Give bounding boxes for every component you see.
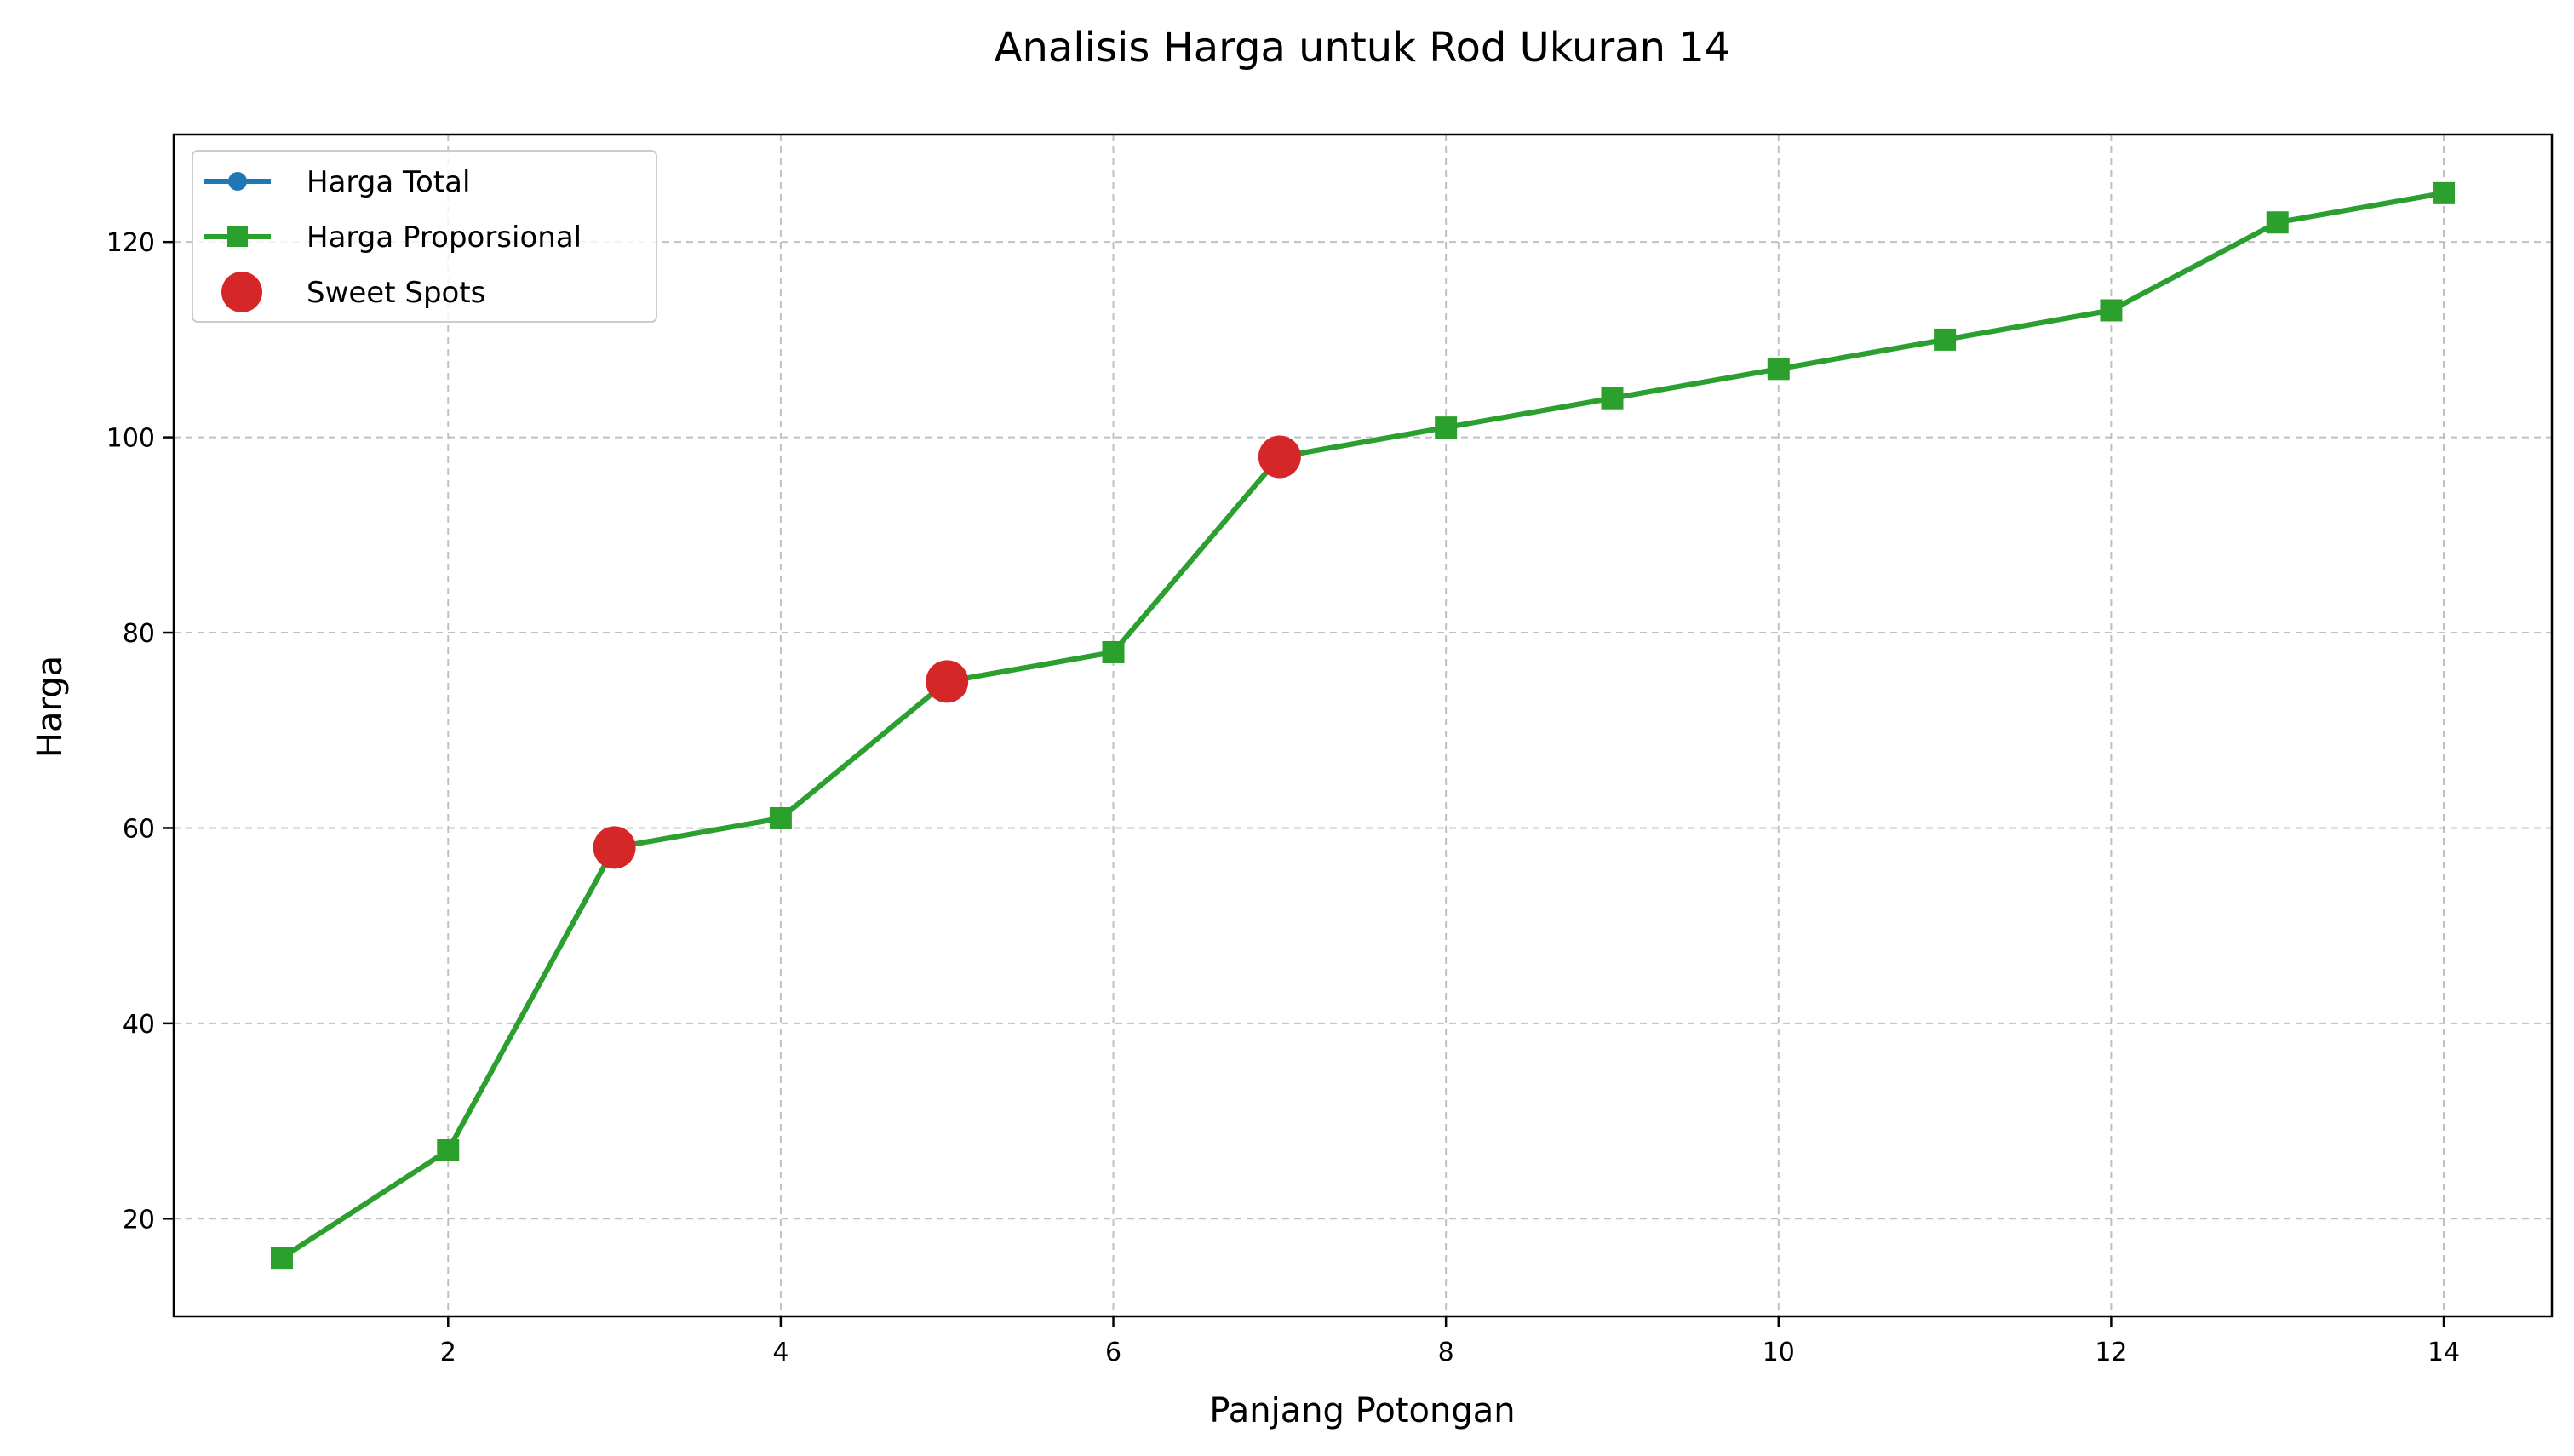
chart-title: Analisis Harga untuk Rod Ukuran 14: [995, 24, 1731, 72]
point-harga-proporsional-6: [1102, 640, 1125, 663]
x-axis-label: Panjang Potongan: [1209, 1391, 1515, 1430]
point-harga-proporsional-8: [1435, 416, 1458, 439]
x-axis-ticks: 2 4 6 8 10 12 14: [440, 1316, 2460, 1367]
y-axis-ticks: 20 40 60 80 100 120: [106, 228, 174, 1235]
y-axis-label: Harga: [31, 656, 70, 758]
point-harga-proporsional-1: [270, 1247, 293, 1270]
point-harga-proporsional-11: [1934, 328, 1957, 351]
point-harga-proporsional-10: [1767, 358, 1790, 381]
y-tick-label-20: 20: [123, 1205, 155, 1235]
point-harga-proporsional-12: [2100, 299, 2123, 322]
x-tick-label-4: 4: [772, 1338, 788, 1367]
legend-marker-harga-proporsional: [227, 226, 248, 247]
x-tick-label-10: 10: [1763, 1338, 1795, 1367]
legend-marker-harga-total: [228, 172, 247, 191]
legend-label-sweet-spots: Sweet Spots: [307, 276, 485, 310]
point-harga-proporsional-2: [437, 1138, 460, 1161]
legend: Harga Total Harga Proporsional Sweet Spo…: [192, 150, 657, 323]
x-tick-label-2: 2: [440, 1338, 456, 1367]
y-tick-label-40: 40: [123, 1010, 155, 1040]
y-tick-label-100: 100: [106, 424, 155, 454]
series-line-harga-proporsional: [280, 190, 2445, 1260]
sweet-spot-markers: [593, 435, 1301, 869]
legend-entry-harga-total: Harga Total: [204, 165, 470, 199]
x-tick-label-6: 6: [1105, 1338, 1121, 1367]
y-tick-label-60: 60: [123, 814, 155, 844]
legend-label-harga-total: Harga Total: [307, 165, 470, 199]
point-harga-proporsional-9: [1601, 387, 1624, 410]
y-tick-label-80: 80: [123, 619, 155, 649]
plot-frame: [172, 133, 2554, 1318]
y-tick-label-120: 120: [106, 228, 155, 258]
point-harga-proporsional-4: [769, 806, 792, 829]
legend-marker-sweet-spots: [221, 272, 262, 312]
legend-entry-sweet-spots: Sweet Spots: [221, 272, 485, 312]
point-harga-proporsional-14: [2433, 181, 2456, 204]
x-tick-label-12: 12: [2095, 1338, 2127, 1367]
sweet-spot-5: [926, 660, 969, 703]
sweet-spot-7: [1258, 435, 1301, 479]
x-tick-label-14: 14: [2428, 1338, 2460, 1367]
x-tick-label-8: 8: [1438, 1338, 1454, 1367]
point-harga-proporsional-13: [2266, 211, 2289, 234]
sweet-spot-3: [593, 826, 636, 869]
legend-label-harga-proporsional: Harga Proporsional: [307, 221, 582, 255]
legend-entry-harga-proporsional: Harga Proporsional: [204, 221, 582, 255]
legend-box: [192, 150, 657, 323]
